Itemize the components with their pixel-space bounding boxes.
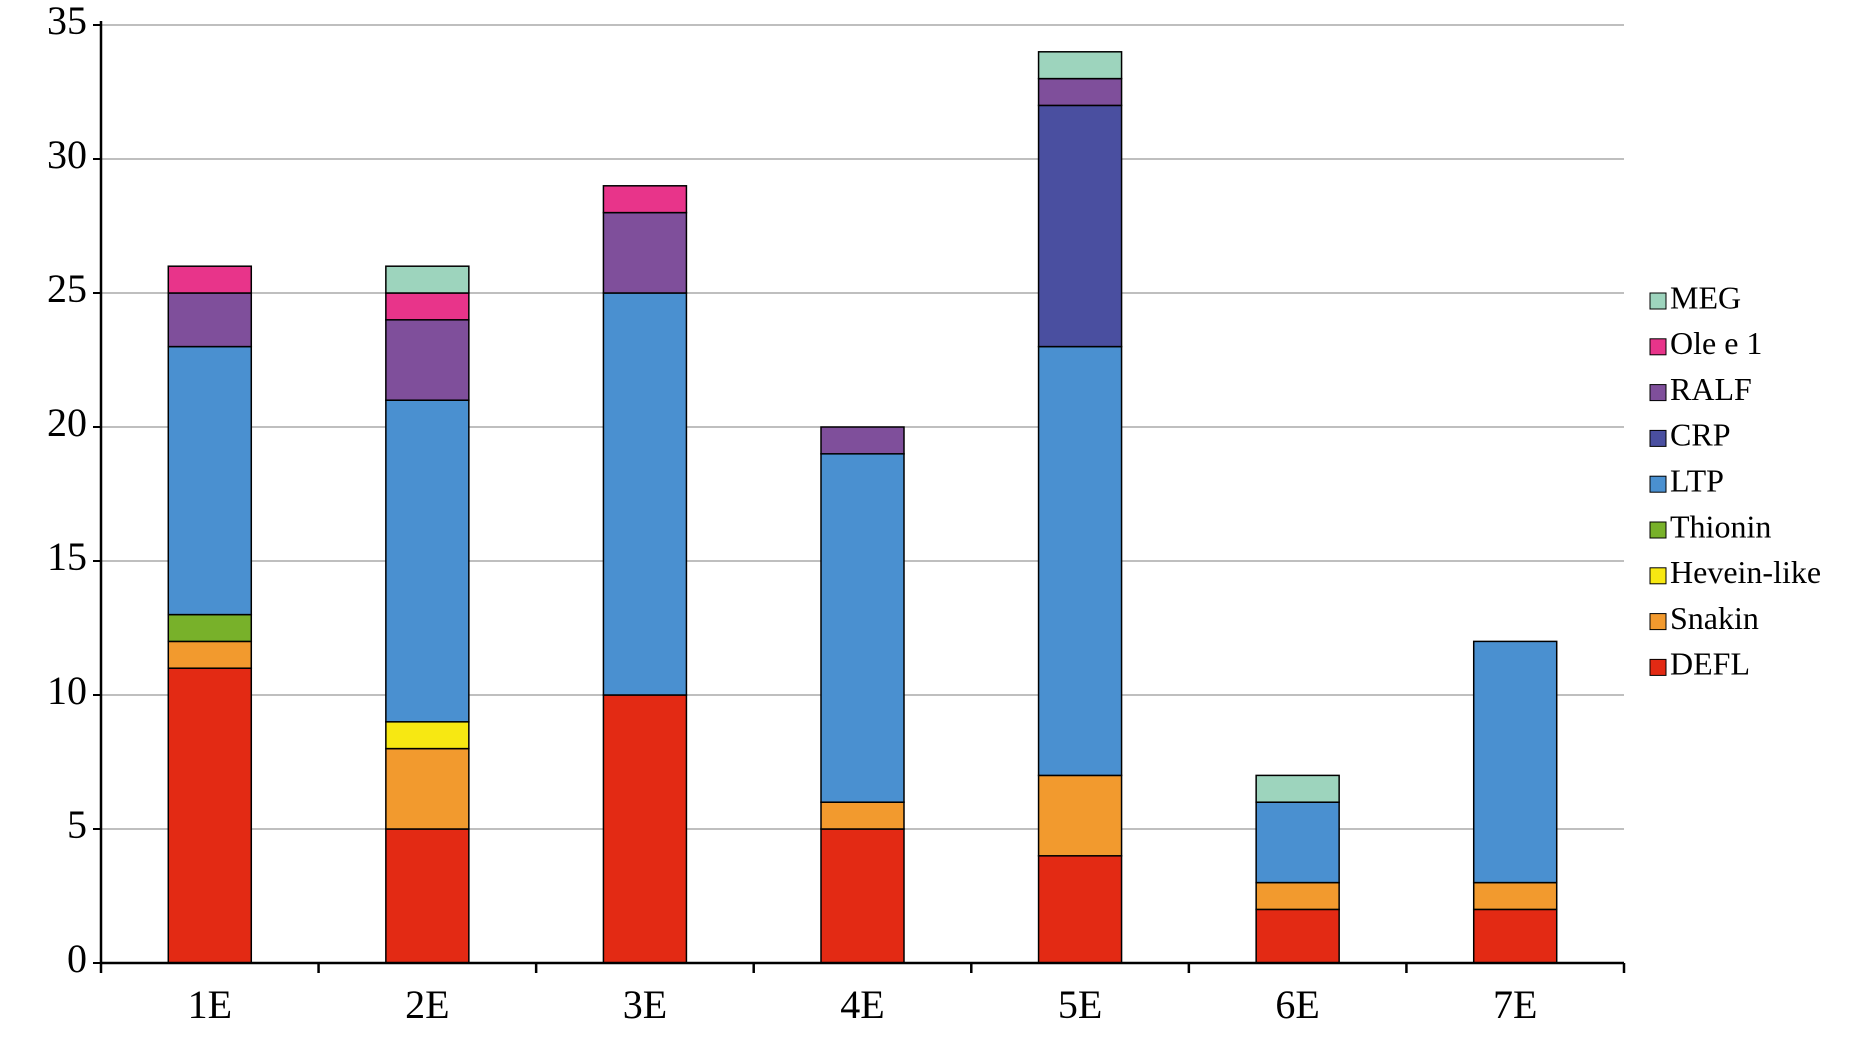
bar-segment — [167, 265, 253, 294]
y-tick-label: 15 — [47, 534, 87, 579]
bar-segment — [602, 694, 688, 964]
bar-segment — [167, 640, 253, 669]
legend-swatch — [1649, 475, 1667, 493]
legend-swatch — [1649, 292, 1667, 310]
bar-segment — [1472, 881, 1558, 911]
bar-segment — [167, 613, 253, 643]
legend-swatch — [1649, 429, 1667, 447]
y-tick-label: 35 — [47, 0, 87, 43]
bar-segment — [820, 828, 905, 964]
bar-segment — [385, 292, 470, 321]
y-tick-label: 20 — [47, 400, 87, 445]
bar-segment — [385, 399, 470, 723]
y-tick-label: 25 — [47, 266, 87, 311]
legend-swatch — [1649, 338, 1667, 356]
y-tick-label: 30 — [47, 132, 87, 177]
bar-segment — [820, 453, 905, 803]
bar-segment — [1037, 104, 1123, 348]
legend-label: Snakin — [1670, 600, 1759, 636]
y-tick-label: 0 — [67, 936, 87, 981]
bar-segment — [1472, 640, 1558, 884]
bar-segment — [1255, 881, 1340, 911]
bar-segment — [167, 667, 253, 964]
bar-segment — [1255, 774, 1340, 803]
bar-segment — [1037, 345, 1123, 777]
bar-segment — [602, 185, 688, 214]
bar-segment — [1037, 51, 1123, 80]
legend-label: CRP — [1670, 417, 1730, 453]
bar-segment — [602, 292, 688, 696]
y-tick-label: 10 — [47, 668, 87, 713]
legend-swatch — [1649, 521, 1667, 539]
legend-swatch — [1649, 613, 1667, 631]
bar-segment — [385, 721, 470, 750]
x-tick-label: 3E — [623, 982, 667, 1027]
bar-segment — [1472, 908, 1558, 964]
bar-segment — [385, 319, 470, 401]
legend-label: Hevein-like — [1670, 554, 1821, 590]
x-tick-label: 6E — [1275, 982, 1319, 1027]
x-tick-label: 7E — [1493, 982, 1537, 1027]
x-tick-label: 4E — [840, 982, 884, 1027]
legend-swatch — [1649, 384, 1667, 402]
legend-label: Ole e 1 — [1670, 325, 1762, 361]
bar-segment — [1037, 855, 1123, 964]
x-tick-label: 2E — [405, 982, 449, 1027]
x-tick-label: 5E — [1058, 982, 1102, 1027]
bar-segment — [1255, 908, 1340, 964]
legend-label: DEFL — [1670, 646, 1750, 682]
bar-segment — [1037, 77, 1123, 107]
bar-segment — [385, 747, 470, 830]
bar-segment — [167, 345, 253, 616]
bar-segment — [602, 211, 688, 294]
bar-segment — [1255, 801, 1340, 884]
bar-segment — [820, 426, 905, 455]
legend-label: LTP — [1670, 463, 1724, 499]
bar-segment — [820, 801, 905, 830]
legend-swatch — [1649, 567, 1667, 585]
legend-swatch — [1649, 658, 1667, 676]
bar-segment — [385, 828, 470, 964]
legend-label: RALF — [1670, 371, 1752, 407]
bar-segment — [1037, 774, 1123, 857]
legend-label: Thionin — [1670, 508, 1771, 544]
bar-segment — [385, 265, 470, 294]
x-tick-label: 1E — [188, 982, 232, 1027]
bar-segment — [167, 292, 253, 348]
legend-label: MEG — [1670, 279, 1741, 315]
y-tick-label: 5 — [67, 802, 87, 847]
